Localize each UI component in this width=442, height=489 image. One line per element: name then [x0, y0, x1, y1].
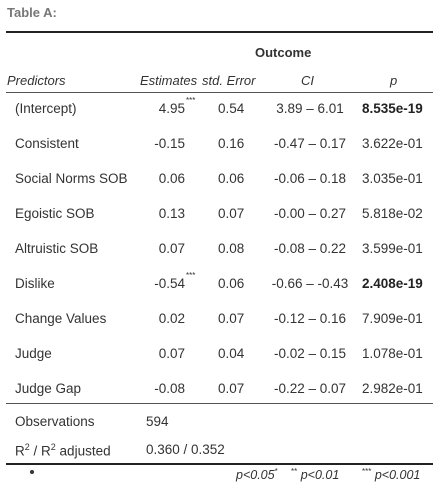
stats-rule — [6, 403, 433, 404]
observations-value: 594 — [146, 414, 169, 429]
predictor-cell: Dislike — [15, 276, 55, 291]
ci-cell: -0.00 – 0.27 — [273, 206, 347, 221]
estimate-cell: 0.13 — [158, 206, 185, 221]
std-error-cell: 0.07 — [218, 206, 245, 221]
ci-cell: -0.06 – 0.18 — [273, 171, 347, 186]
estimate-cell: 0.02 — [158, 311, 185, 326]
r2-sup-1: 2 — [24, 442, 30, 452]
significance-stars: *** — [186, 96, 196, 105]
p-value-cell: 3.599e-01 — [362, 241, 423, 256]
r2-value: 0.360 / 0.352 — [146, 442, 225, 457]
footnote-p05: p<0.05* — [236, 467, 278, 482]
predictor-cell: Egoistic SOB — [15, 206, 95, 221]
p-value-cell: 8.535e-19 — [362, 101, 423, 116]
footnote-p01-text: p<0.01 — [300, 468, 340, 483]
std-error-cell: 0.54 — [218, 101, 245, 116]
table-row: Judge 0.07 0.04 -0.02 – 0.15 1.078e-01 — [0, 346, 442, 366]
estimate-cell: -0.54 — [154, 276, 185, 291]
predictor-cell: Altruistic SOB — [15, 241, 99, 256]
ci-cell: -0.66 – -0.43 — [271, 276, 349, 291]
ci-cell: -0.02 – 0.15 — [273, 346, 347, 361]
table-row: (Intercept) 4.95 *** 0.54 3.89 – 6.01 8.535e-… — [0, 96, 442, 121]
estimate-cell: 4.95 — [158, 101, 185, 116]
column-header-ci: CI — [301, 73, 314, 88]
footnote-p05-stars: * — [274, 467, 278, 476]
r2-label-mid: / R — [29, 443, 51, 459]
r2-label-r: R — [15, 443, 25, 459]
table-row: Altruistic SOB 0.07 0.08 -0.08 – 0.22 3.599e… — [0, 241, 442, 261]
table-row: Dislike -0.54 *** 0.06 -0.66 – -0.43 2.408e-1… — [0, 271, 442, 296]
predictor-cell: Social Norms SOB — [15, 171, 128, 186]
bottom-rule — [6, 463, 433, 465]
std-error-cell: 0.16 — [218, 136, 245, 151]
p-value-cell: 3.622e-01 — [362, 136, 423, 151]
table-row: Egoistic SOB 0.13 0.07 -0.00 – 0.27 5.818e-0… — [0, 206, 442, 226]
p-value-cell: 1.078e-01 — [362, 346, 423, 361]
header-rule — [6, 92, 433, 93]
estimate-cell: 0.07 — [158, 241, 185, 256]
table-row: Consistent -0.15 0.16 -0.47 – 0.17 3.622e-01 — [0, 136, 442, 156]
significance-stars: *** — [186, 271, 196, 280]
predictor-cell: Judge — [15, 346, 52, 361]
predictor-cell: Change Values — [15, 311, 107, 326]
r2-sup-2: 2 — [50, 442, 56, 452]
ci-cell: -0.22 – 0.07 — [273, 381, 347, 396]
ci-cell: 3.89 – 6.01 — [276, 101, 344, 116]
footnote-p001: *** p<0.001 — [362, 467, 420, 482]
std-error-cell: 0.07 — [218, 381, 245, 396]
footnote-p01-stars: ** — [291, 467, 298, 476]
estimate-cell: -0.08 — [154, 381, 185, 396]
p-value-cell: 2.408e-19 — [362, 276, 423, 291]
column-header-p: p — [390, 73, 398, 88]
footnote-p001-stars: *** — [362, 467, 372, 476]
column-header-estimates: Estimates — [140, 73, 198, 88]
outcome-header: Outcome — [255, 45, 312, 60]
r2-label: R2 / R2 adjusted — [15, 442, 111, 459]
table-row: Judge Gap -0.08 0.07 -0.22 – 0.07 2.982e-01 — [0, 381, 442, 401]
p-value-cell: 7.909e-01 — [362, 311, 423, 326]
table-row: Social Norms SOB 0.06 0.06 -0.06 – 0.18 3.03… — [0, 171, 442, 191]
table-caption: Table A: — [7, 5, 57, 20]
table-row: Change Values 0.02 0.07 -0.12 – 0.16 7.909e-… — [0, 311, 442, 331]
column-header-std-error: std. Error — [202, 73, 256, 88]
std-error-cell: 0.08 — [218, 241, 245, 256]
std-error-cell: 0.06 — [218, 276, 245, 291]
std-error-cell: 0.04 — [218, 346, 245, 361]
r2-label-tail: adjusted — [55, 443, 111, 459]
footnote-p01: ** p<0.01 — [291, 467, 339, 482]
observations-label: Observations — [15, 414, 95, 429]
column-header-predictors: Predictors — [7, 73, 66, 88]
ci-cell: -0.08 – 0.22 — [273, 241, 347, 256]
p-value-cell: 3.035e-01 — [362, 171, 423, 186]
ci-cell: -0.12 – 0.16 — [273, 311, 347, 326]
p-value-cell: 2.982e-01 — [362, 381, 423, 396]
p-value-cell: 5.818e-02 — [362, 206, 423, 221]
std-error-cell: 0.07 — [218, 311, 245, 326]
footnote-p001-text: p<0.001 — [374, 468, 421, 483]
footnote-p05-text: p<0.05 — [236, 468, 275, 483]
predictor-cell: Consistent — [15, 136, 79, 151]
estimate-cell: 0.06 — [158, 171, 185, 186]
std-error-cell: 0.06 — [218, 171, 245, 186]
top-rule — [6, 31, 433, 33]
footnote-bullet — [30, 470, 34, 474]
predictor-cell: Judge Gap — [15, 381, 82, 396]
ci-cell: -0.47 – 0.17 — [273, 136, 347, 151]
estimate-cell: -0.15 — [154, 136, 185, 151]
predictor-cell: (Intercept) — [15, 101, 77, 116]
estimate-cell: 0.07 — [158, 346, 185, 361]
